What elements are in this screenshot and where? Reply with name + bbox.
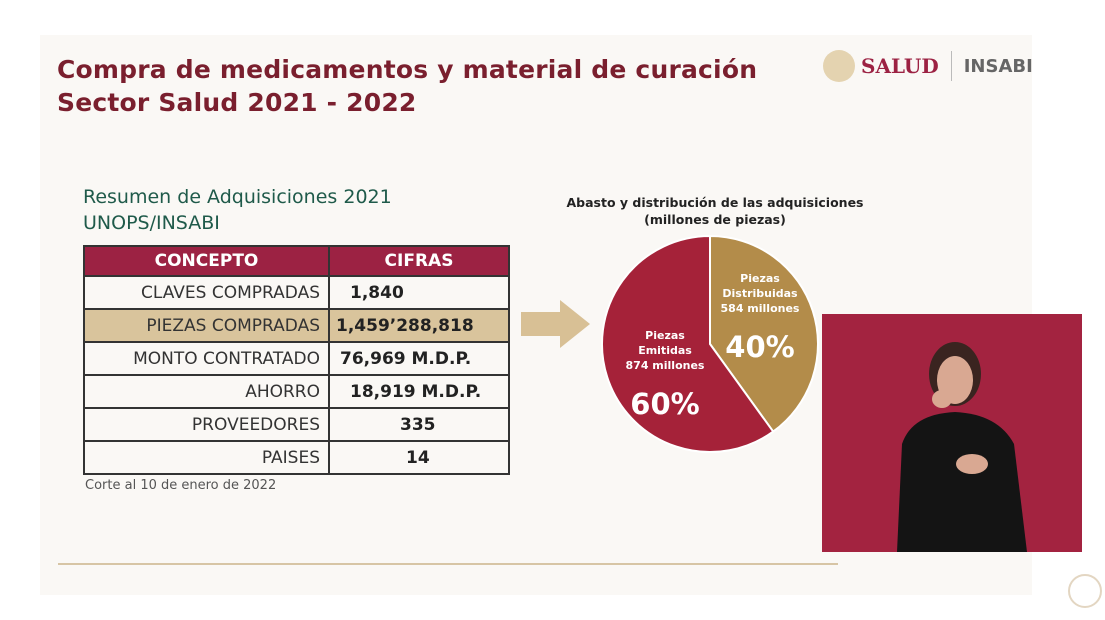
concept-cell: PIEZAS COMPRADAS bbox=[83, 308, 330, 343]
header-concepto: CONCEPTO bbox=[83, 245, 330, 277]
slice-emitidas bbox=[601, 234, 775, 453]
slice-label: Piezas bbox=[645, 329, 685, 342]
summary-subtitle: UNOPS/INSABI bbox=[83, 212, 220, 234]
slide-title-line2: Sector Salud 2021 - 2022 bbox=[57, 88, 417, 117]
table-row: PIEZAS COMPRADAS 1,459’288,818 bbox=[83, 308, 510, 343]
sign-language-interpreter-video bbox=[822, 314, 1082, 552]
table-row: PROVEEDORES 335 bbox=[83, 407, 510, 442]
slice-label: Distribuidas bbox=[722, 287, 798, 300]
slice-label: Piezas bbox=[740, 272, 780, 285]
concept-cell: PAISES bbox=[83, 440, 330, 475]
footer-divider bbox=[58, 563, 838, 565]
slice-percent-label: 40% bbox=[725, 330, 794, 364]
value-cell: 335 bbox=[328, 407, 510, 442]
coat-of-arms-icon bbox=[823, 50, 855, 82]
concept-cell: MONTO CONTRATADO bbox=[83, 341, 330, 376]
value-cell: 14 bbox=[328, 440, 510, 475]
summary-table: CONCEPTO CIFRAS CLAVES COMPRADAS 1,840 PIE… bbox=[83, 245, 510, 475]
chart-subtitle: (millones de piezas) bbox=[644, 212, 786, 227]
slice-label: 874 millones bbox=[626, 359, 705, 372]
arrow-right-icon bbox=[521, 300, 590, 348]
table-row: MONTO CONTRATADO 76,969 M.D.P. bbox=[83, 341, 510, 376]
concept-cell: AHORRO bbox=[83, 374, 330, 409]
salud-logo-text: SALUD bbox=[861, 54, 939, 78]
slice-distribuidas bbox=[709, 234, 819, 433]
slice-label: Emitidas bbox=[638, 344, 692, 357]
concept-cell: PROVEEDORES bbox=[83, 407, 330, 442]
value-cell: 1,459’288,818 bbox=[328, 308, 510, 343]
header-cifras: CIFRAS bbox=[328, 245, 510, 277]
pie-chart: Piezas Distribuidas 584 millones 40% Piezas E… bbox=[601, 234, 819, 453]
slice-label: 584 millones bbox=[721, 302, 800, 315]
table-row: PAISES 14 bbox=[83, 440, 510, 475]
broadcast-logo-icon bbox=[1068, 574, 1102, 608]
table-row: CLAVES COMPRADAS 1,840 bbox=[83, 275, 510, 310]
slice-percent-label: 60% bbox=[630, 387, 699, 421]
table-row: AHORRO 18,919 M.D.P. bbox=[83, 374, 510, 409]
value-cell: 76,969 M.D.P. bbox=[328, 341, 510, 376]
logo-divider bbox=[950, 51, 952, 81]
concept-cell: CLAVES COMPRADAS bbox=[83, 275, 330, 310]
chart-title: Abasto y distribución de las adquisicion… bbox=[566, 195, 864, 210]
value-cell: 1,840 bbox=[328, 275, 510, 310]
summary-title: Resumen de Adquisiciones 2021 bbox=[83, 186, 392, 208]
interpreter-silhouette bbox=[897, 342, 1027, 552]
insabi-logo-text: INSABI bbox=[963, 55, 1033, 77]
cutoff-note: Corte al 10 de enero de 2022 bbox=[85, 478, 277, 493]
value-cell: 18,919 M.D.P. bbox=[328, 374, 510, 409]
table-header: CONCEPTO CIFRAS bbox=[83, 245, 510, 277]
salud-logo: SALUD INSABI bbox=[823, 50, 1033, 82]
slide-title-line1: Compra de medicamentos y material de cur… bbox=[57, 55, 758, 84]
